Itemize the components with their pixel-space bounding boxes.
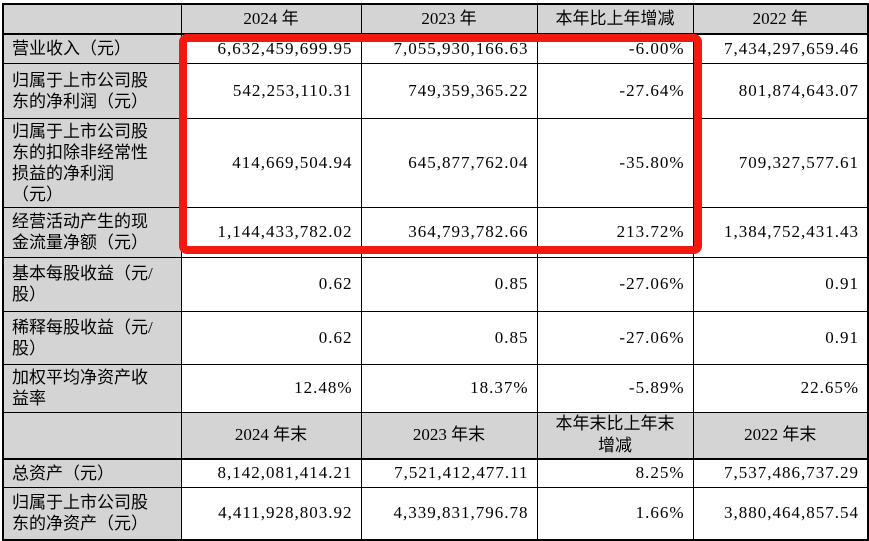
value-cell: 7,521,412,477.11 [360, 458, 538, 488]
value-cell: 801,874,643.07 [692, 62, 869, 119]
row-label: 总资产（元） [2, 458, 182, 488]
value-cell: 18.37% [360, 363, 538, 413]
section1-header-row: 2024 年 2023 年 本年比上年增减 2022 年 [2, 3, 869, 35]
value-cell: 542,253,110.31 [180, 62, 362, 119]
col-header-yoy-change: 本年比上年增减 [536, 3, 694, 35]
table-row-total-assets: 总资产（元） 8,142,081,414.21 7,521,412,477.11… [2, 458, 869, 488]
row-label: 营业收入（元） [2, 33, 182, 64]
value-cell: 709,327,577.61 [692, 117, 869, 208]
col-header-2023: 2023 年 [360, 3, 538, 35]
col-header-2024: 2024 年 [180, 3, 362, 35]
financial-summary-table-wrap: 2024 年 2023 年 本年比上年增减 2022 年 营业收入（元） 6,6… [2, 3, 869, 541]
table-row-basic-eps: 基本每股收益（元/股） 0.62 0.85 -27.06% 0.91 [2, 256, 869, 312]
col-header-2022-end: 2022 年末 [692, 411, 869, 460]
row-label: 归属于上市公司股东的扣除非经常性损益的净利润（元） [2, 117, 182, 208]
row-label: 经营活动产生的现金流量净额（元） [2, 206, 182, 258]
value-cell: 22.65% [692, 363, 869, 413]
value-cell: 0.91 [692, 256, 869, 312]
value-cell: 0.85 [360, 256, 538, 312]
value-cell: 1,144,433,782.02 [180, 206, 362, 258]
table-row-net-profit-excl-nonrecurring: 归属于上市公司股东的扣除非经常性损益的净利润（元） 414,669,504.94… [2, 117, 869, 208]
value-cell: 1.66% [536, 486, 694, 541]
corner-cell [2, 3, 182, 35]
value-cell: 8.25% [536, 458, 694, 488]
value-cell: -27.64% [536, 62, 694, 119]
row-label: 归属于上市公司股东的净利润（元） [2, 62, 182, 119]
value-cell: 7,537,486,737.29 [692, 458, 869, 488]
col-header-yoy-end-change: 本年末比上年末增减 [536, 411, 694, 460]
row-label: 基本每股收益（元/股） [2, 256, 182, 312]
row-label: 归属于上市公司股东的净资产（元） [2, 486, 182, 541]
value-cell: 8,142,081,414.21 [180, 458, 362, 488]
row-label: 加权平均净资产收益率 [2, 363, 182, 413]
value-cell: -5.89% [536, 363, 694, 413]
table-row-revenue: 营业收入（元） 6,632,459,699.95 7,055,930,166.6… [2, 33, 869, 64]
value-cell: 1,384,752,431.43 [692, 206, 869, 258]
value-cell: 645,877,762.04 [360, 117, 538, 208]
row-label: 稀释每股收益（元/股） [2, 310, 182, 365]
table-row-net-profit: 归属于上市公司股东的净利润（元） 542,253,110.31 749,359,… [2, 62, 869, 119]
value-cell: 12.48% [180, 363, 362, 413]
value-cell: 6,632,459,699.95 [180, 33, 362, 64]
value-cell: 4,411,928,803.92 [180, 486, 362, 541]
value-cell: 4,339,831,796.78 [360, 486, 538, 541]
value-cell: 0.85 [360, 310, 538, 365]
value-cell: 749,359,365.22 [360, 62, 538, 119]
value-cell: 0.62 [180, 256, 362, 312]
corner-cell [2, 411, 182, 460]
col-header-2023-end: 2023 年末 [360, 411, 538, 460]
value-cell: -35.80% [536, 117, 694, 208]
value-cell: 0.62 [180, 310, 362, 365]
col-header-2022: 2022 年 [692, 3, 869, 35]
value-cell: 7,434,297,659.46 [692, 33, 869, 64]
table-row-operating-cash-flow: 经营活动产生的现金流量净额（元） 1,144,433,782.02 364,79… [2, 206, 869, 258]
value-cell: 414,669,504.94 [180, 117, 362, 208]
financial-summary-table: 2024 年 2023 年 本年比上年增减 2022 年 营业收入（元） 6,6… [2, 3, 869, 541]
col-header-2024-end: 2024 年末 [180, 411, 362, 460]
value-cell: -6.00% [536, 33, 694, 64]
value-cell: 213.72% [536, 206, 694, 258]
table-row-diluted-eps: 稀释每股收益（元/股） 0.62 0.85 -27.06% 0.91 [2, 310, 869, 365]
table-row-weighted-avg-roe: 加权平均净资产收益率 12.48% 18.37% -5.89% 22.65% [2, 363, 869, 413]
value-cell: 3,880,464,857.54 [692, 486, 869, 541]
section2-header-row: 2024 年末 2023 年末 本年末比上年末增减 2022 年末 [2, 411, 869, 460]
value-cell: -27.06% [536, 256, 694, 312]
value-cell: 364,793,782.66 [360, 206, 538, 258]
value-cell: 7,055,930,166.63 [360, 33, 538, 64]
value-cell: -27.06% [536, 310, 694, 365]
value-cell: 0.91 [692, 310, 869, 365]
table-row-net-assets: 归属于上市公司股东的净资产（元） 4,411,928,803.92 4,339,… [2, 486, 869, 541]
